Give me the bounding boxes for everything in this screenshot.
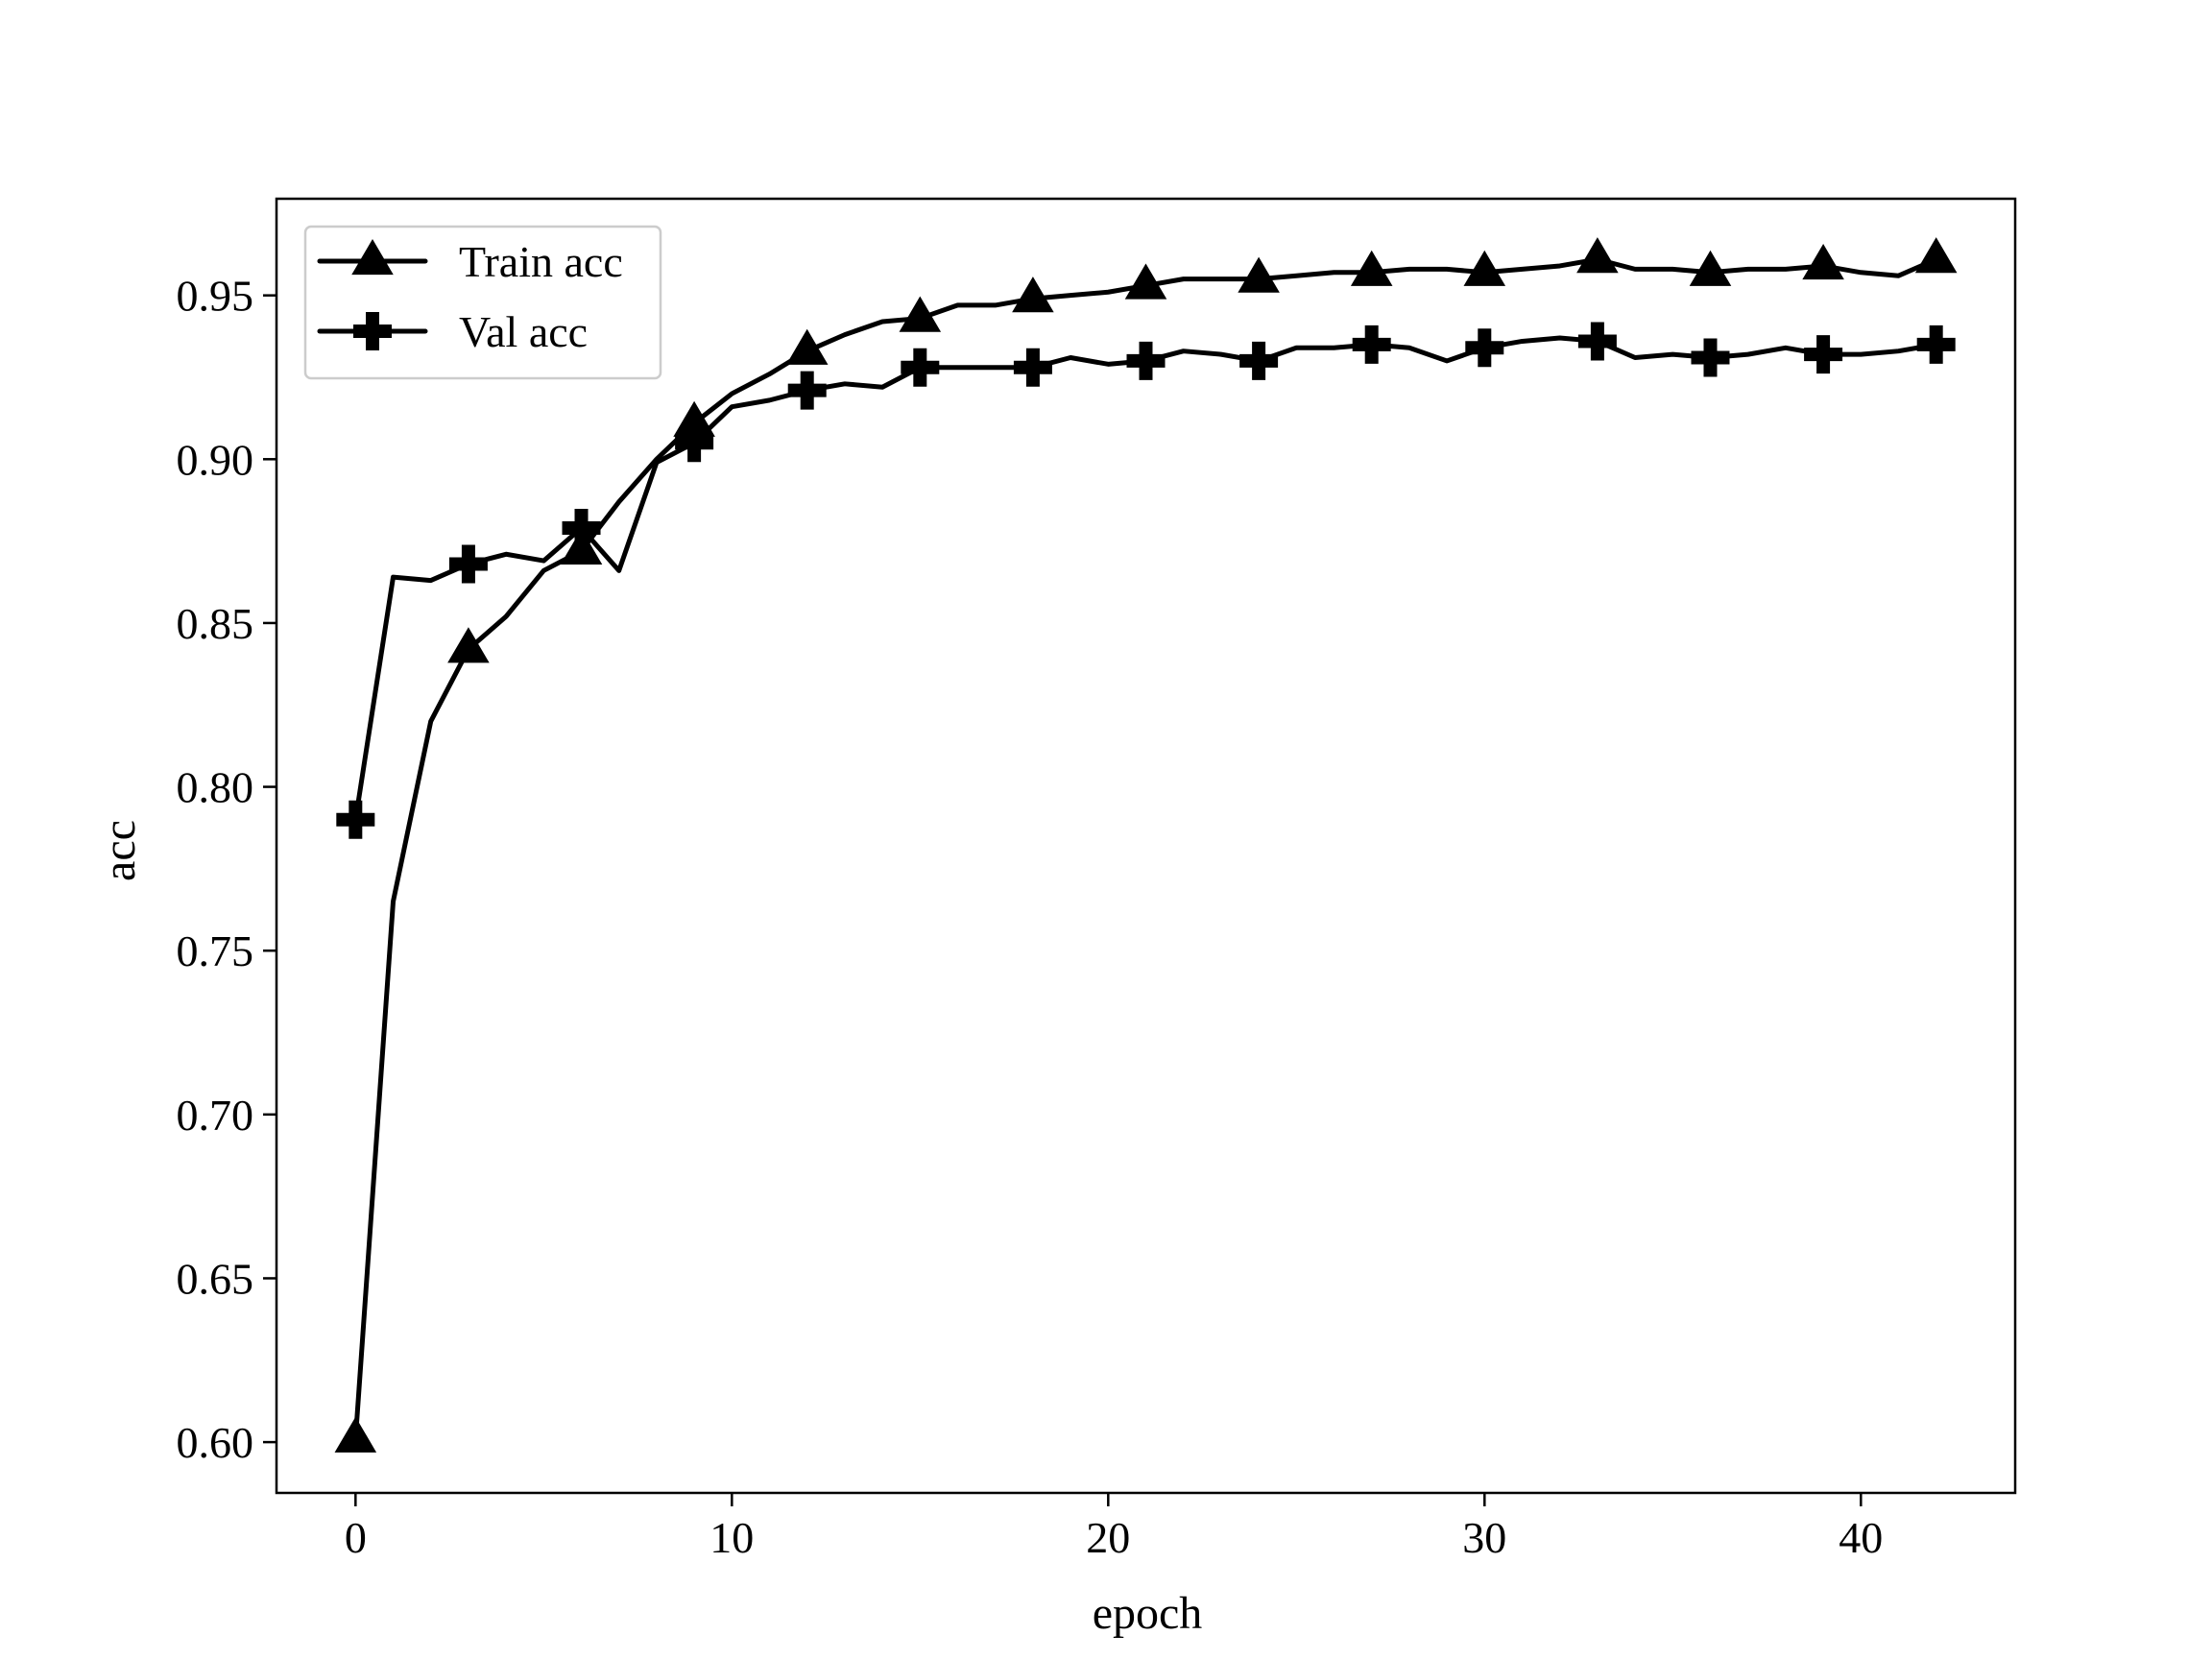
train-acc-triangle-marker — [1012, 276, 1054, 313]
series-layer — [334, 237, 1958, 1453]
legend-label-val: Val acc — [459, 307, 588, 356]
x-tick-label: 10 — [709, 1513, 754, 1562]
legend: Train acc Val acc — [303, 225, 662, 380]
x-tick-label: 40 — [1839, 1513, 1883, 1562]
val-acc-plus-marker — [562, 508, 601, 547]
y-tick-label: 0.60 — [177, 1418, 254, 1467]
x-axis-label: epoch — [1093, 1588, 1203, 1639]
train-acc-triangle-marker — [1576, 237, 1619, 274]
y-tick-label: 0.85 — [177, 599, 254, 648]
val-acc-plus-marker — [448, 544, 488, 584]
y-tick-label: 0.75 — [177, 926, 254, 975]
val-acc-plus-marker — [1577, 322, 1617, 361]
val-acc-plus-marker — [1916, 325, 1956, 364]
val-acc-plus-marker — [675, 423, 714, 463]
x-tick-label: 20 — [1086, 1513, 1130, 1562]
train-acc-triangle-marker — [334, 1416, 377, 1453]
train-acc-triangle-marker — [1802, 243, 1844, 280]
val-acc-plus-marker — [1239, 341, 1279, 380]
x-axis: 0 10 20 30 40 — [345, 1493, 1883, 1562]
train-acc-triangle-marker — [899, 296, 942, 332]
val-acc-plus-marker — [1465, 328, 1504, 368]
val-acc-plus-marker — [1691, 338, 1730, 377]
y-axis-label: acc — [94, 820, 145, 881]
y-tick-label: 0.90 — [177, 435, 254, 484]
y-tick-label: 0.70 — [177, 1091, 254, 1140]
train-acc-triangle-marker — [447, 627, 490, 663]
val-acc-plus-marker — [787, 371, 827, 410]
legend-train-triangle-marker — [351, 239, 394, 276]
train-acc-triangle-marker — [1238, 256, 1280, 293]
val-acc-plus-marker — [1352, 325, 1391, 364]
y-tick-label: 0.95 — [177, 272, 254, 321]
x-tick-label: 30 — [1462, 1513, 1506, 1562]
train-acc-triangle-marker — [785, 328, 829, 365]
legend-plus-marker — [353, 312, 392, 350]
legend-val-plus-marker — [353, 312, 392, 350]
val-acc-plus-marker — [1804, 335, 1843, 374]
train-acc-triangle-marker — [1914, 237, 1958, 274]
val-acc-plus-marker — [1013, 348, 1052, 387]
val-acc-plus-marker — [901, 348, 940, 387]
plot-area-frame — [275, 197, 2017, 1495]
train-acc-triangle-marker — [1350, 250, 1393, 286]
train-acc-triangle-marker — [1689, 250, 1732, 286]
y-tick-label: 0.80 — [177, 763, 254, 812]
legend-label-train: Train acc — [459, 237, 623, 286]
y-tick-label: 0.65 — [177, 1254, 254, 1303]
train-acc-triangle-marker — [1463, 250, 1506, 286]
legend-frame — [303, 225, 662, 380]
x-tick-label: 0 — [345, 1513, 367, 1562]
val-acc-plus-marker — [336, 800, 375, 839]
y-axis: 0.60 0.65 0.70 0.75 0.80 0.85 0.90 0.95 — [177, 272, 276, 1467]
train-acc-triangle-marker — [1124, 263, 1167, 300]
val-acc-plus-marker — [1126, 341, 1166, 380]
legend-triangle-marker — [351, 239, 394, 276]
